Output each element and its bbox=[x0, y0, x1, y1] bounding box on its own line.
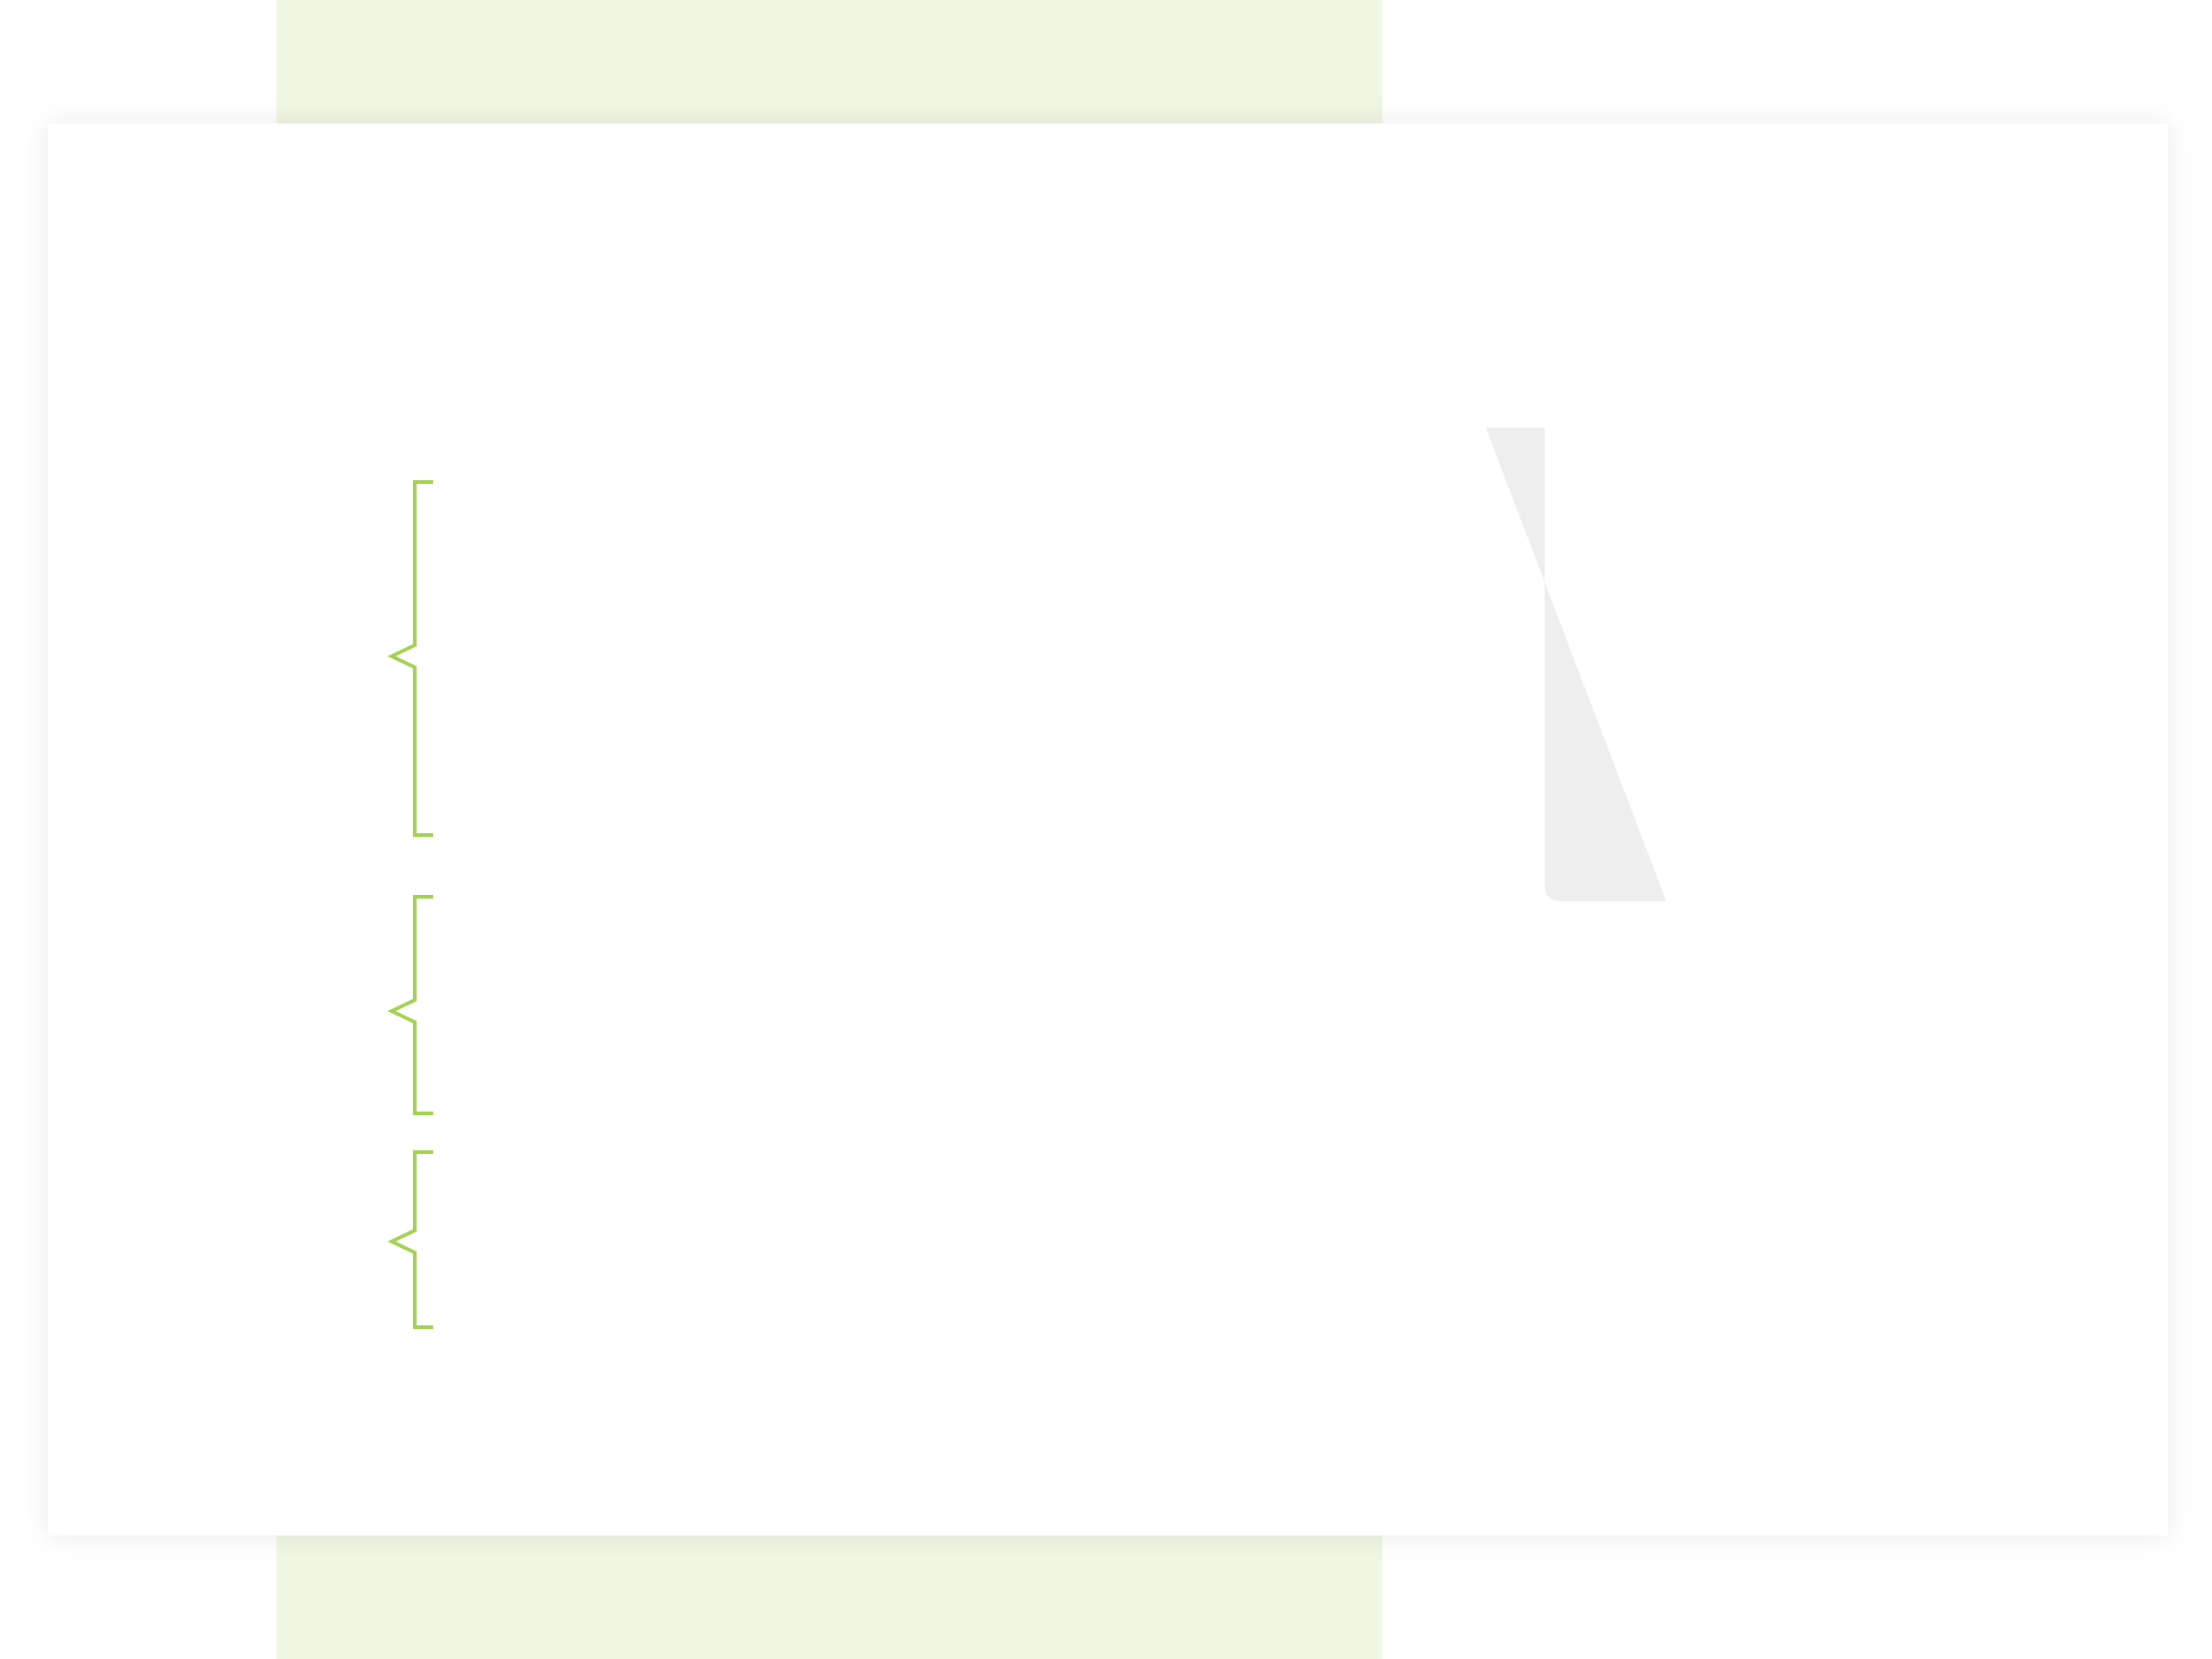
brace-changes bbox=[387, 480, 433, 837]
slide-card bbox=[48, 124, 2168, 1535]
big-flow-arrow bbox=[1486, 428, 1666, 901]
brace-impact bbox=[387, 1150, 433, 1329]
left-braces bbox=[387, 480, 433, 1329]
brace-results bbox=[387, 895, 433, 1115]
